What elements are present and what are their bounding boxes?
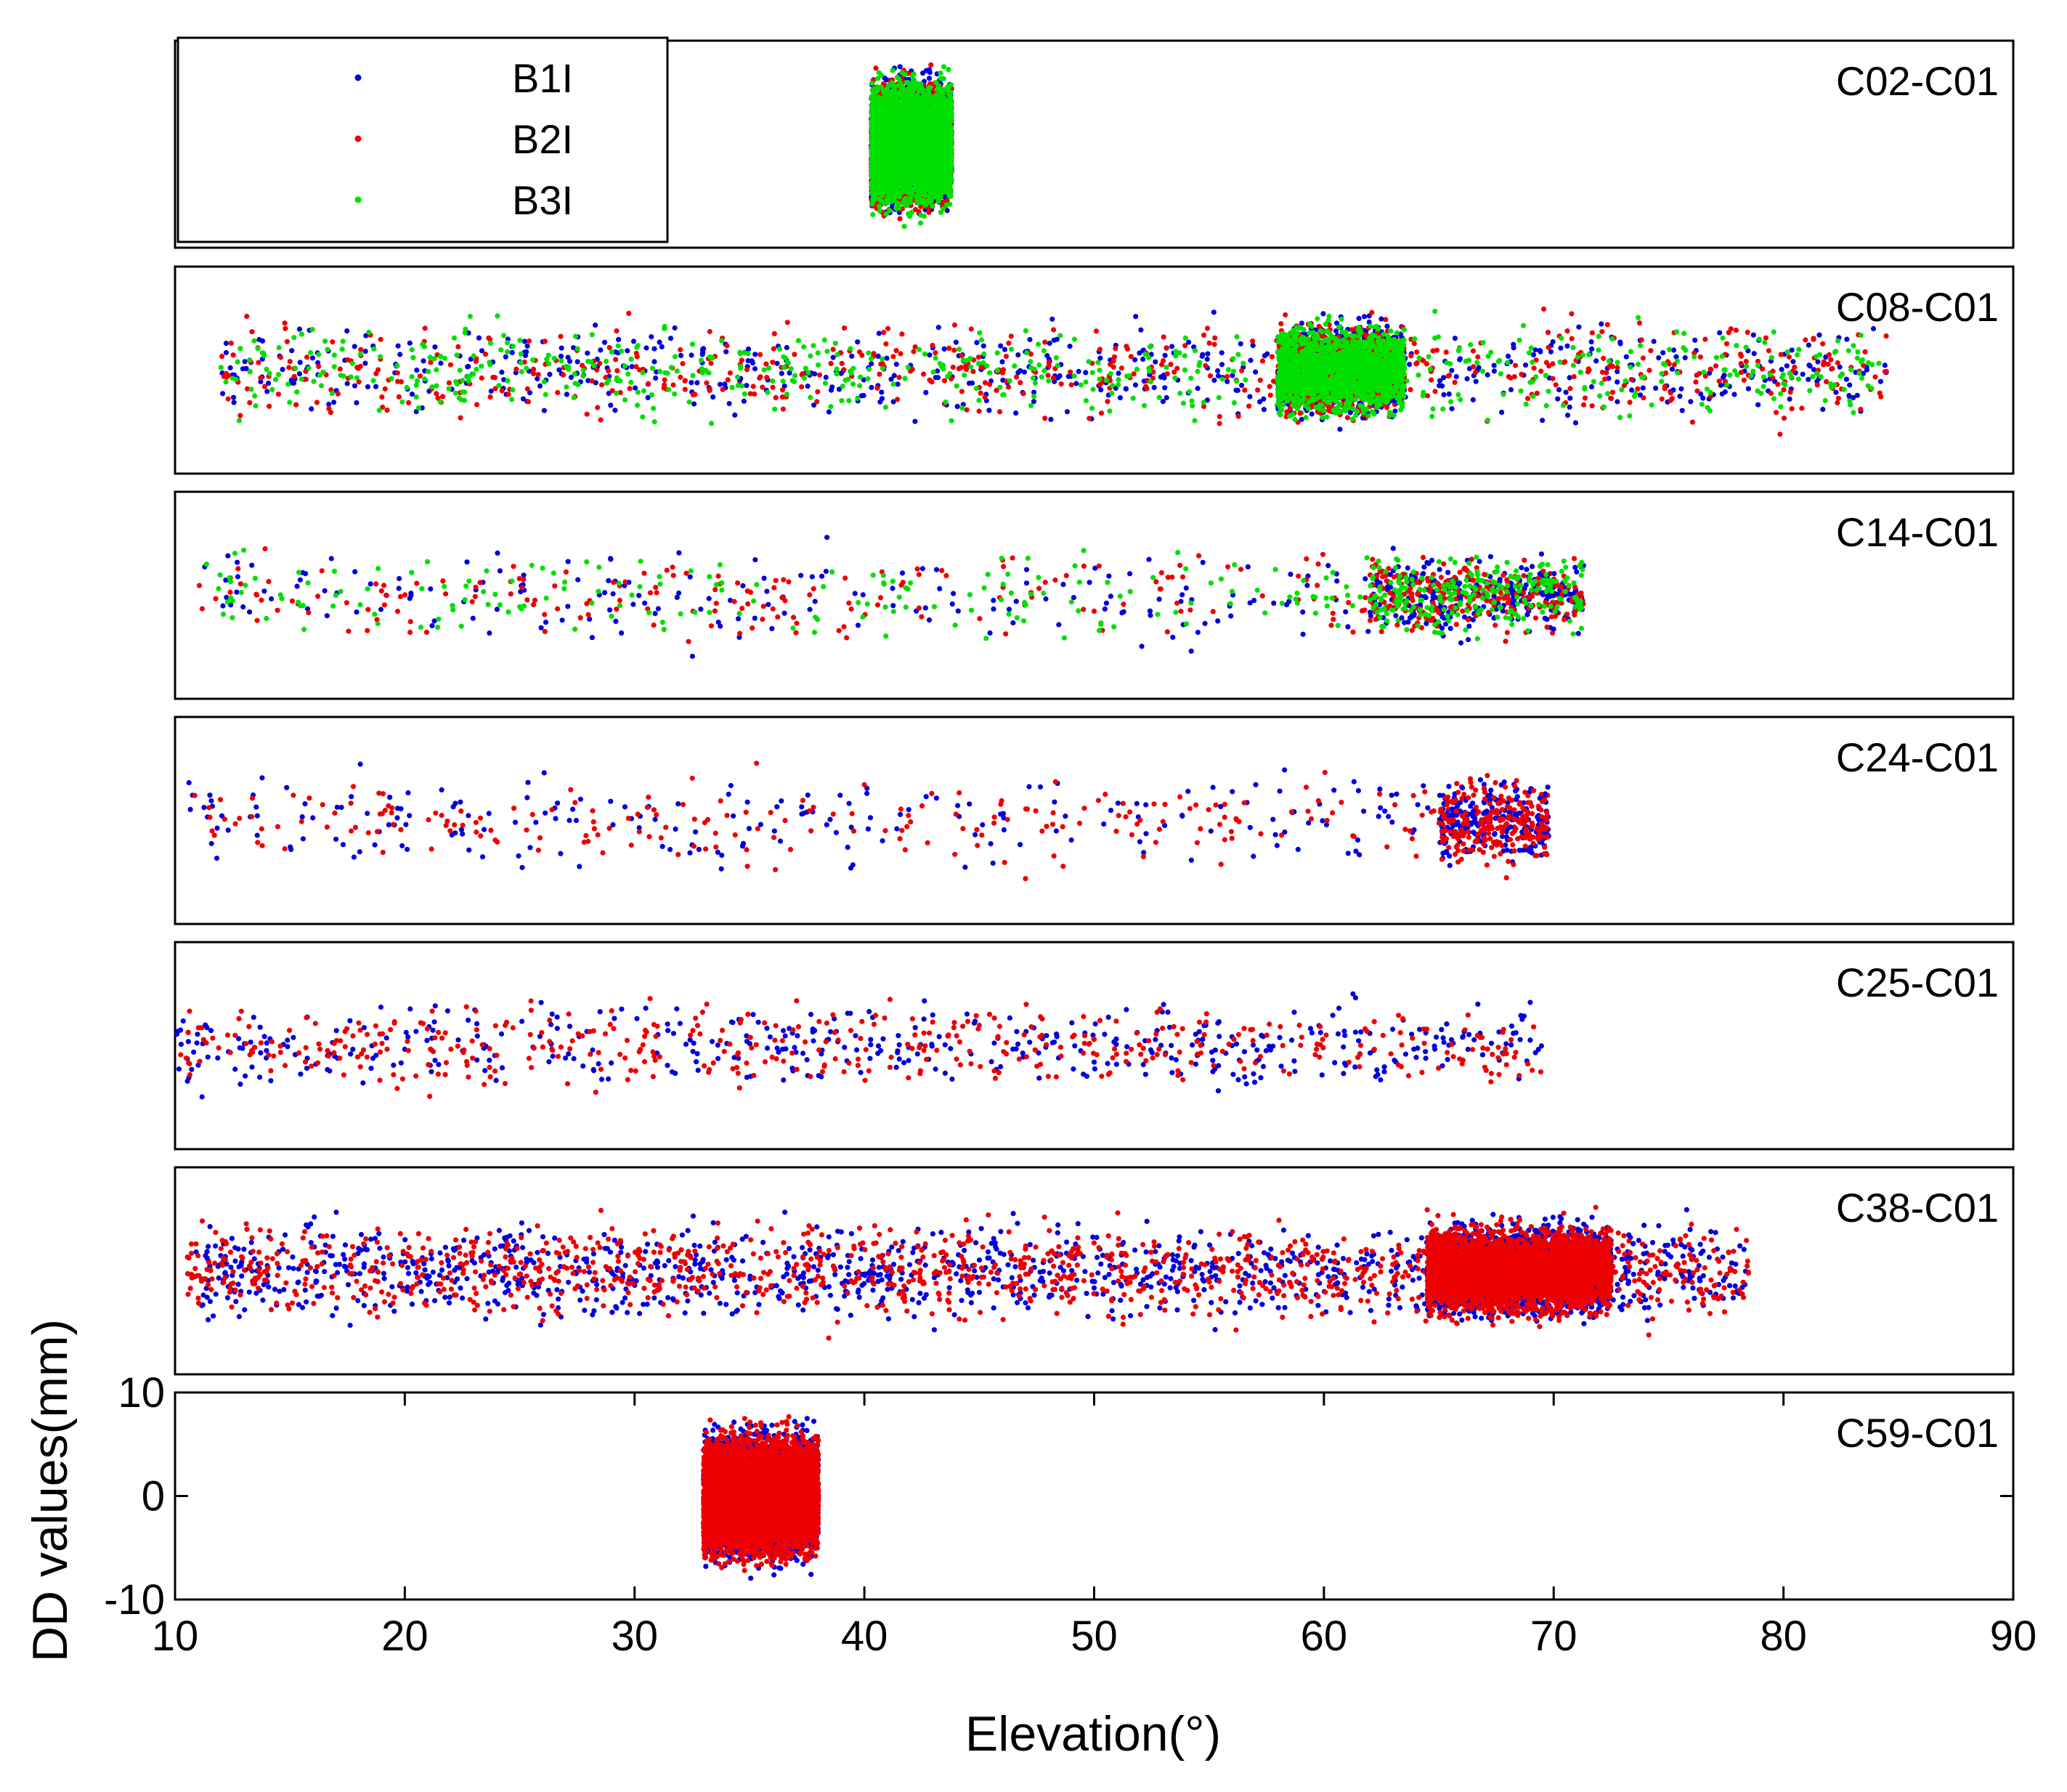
panel-label: C02-C01	[1836, 58, 1999, 104]
scatter-points	[869, 62, 954, 230]
panels-layer: C02-C01C08-C01C14-C01C24-C01C25-C01C38-C…	[104, 38, 2036, 1660]
dd-values-chart: C02-C01C08-C01C14-C01C24-C01C25-C01C38-C…	[0, 0, 2067, 1792]
